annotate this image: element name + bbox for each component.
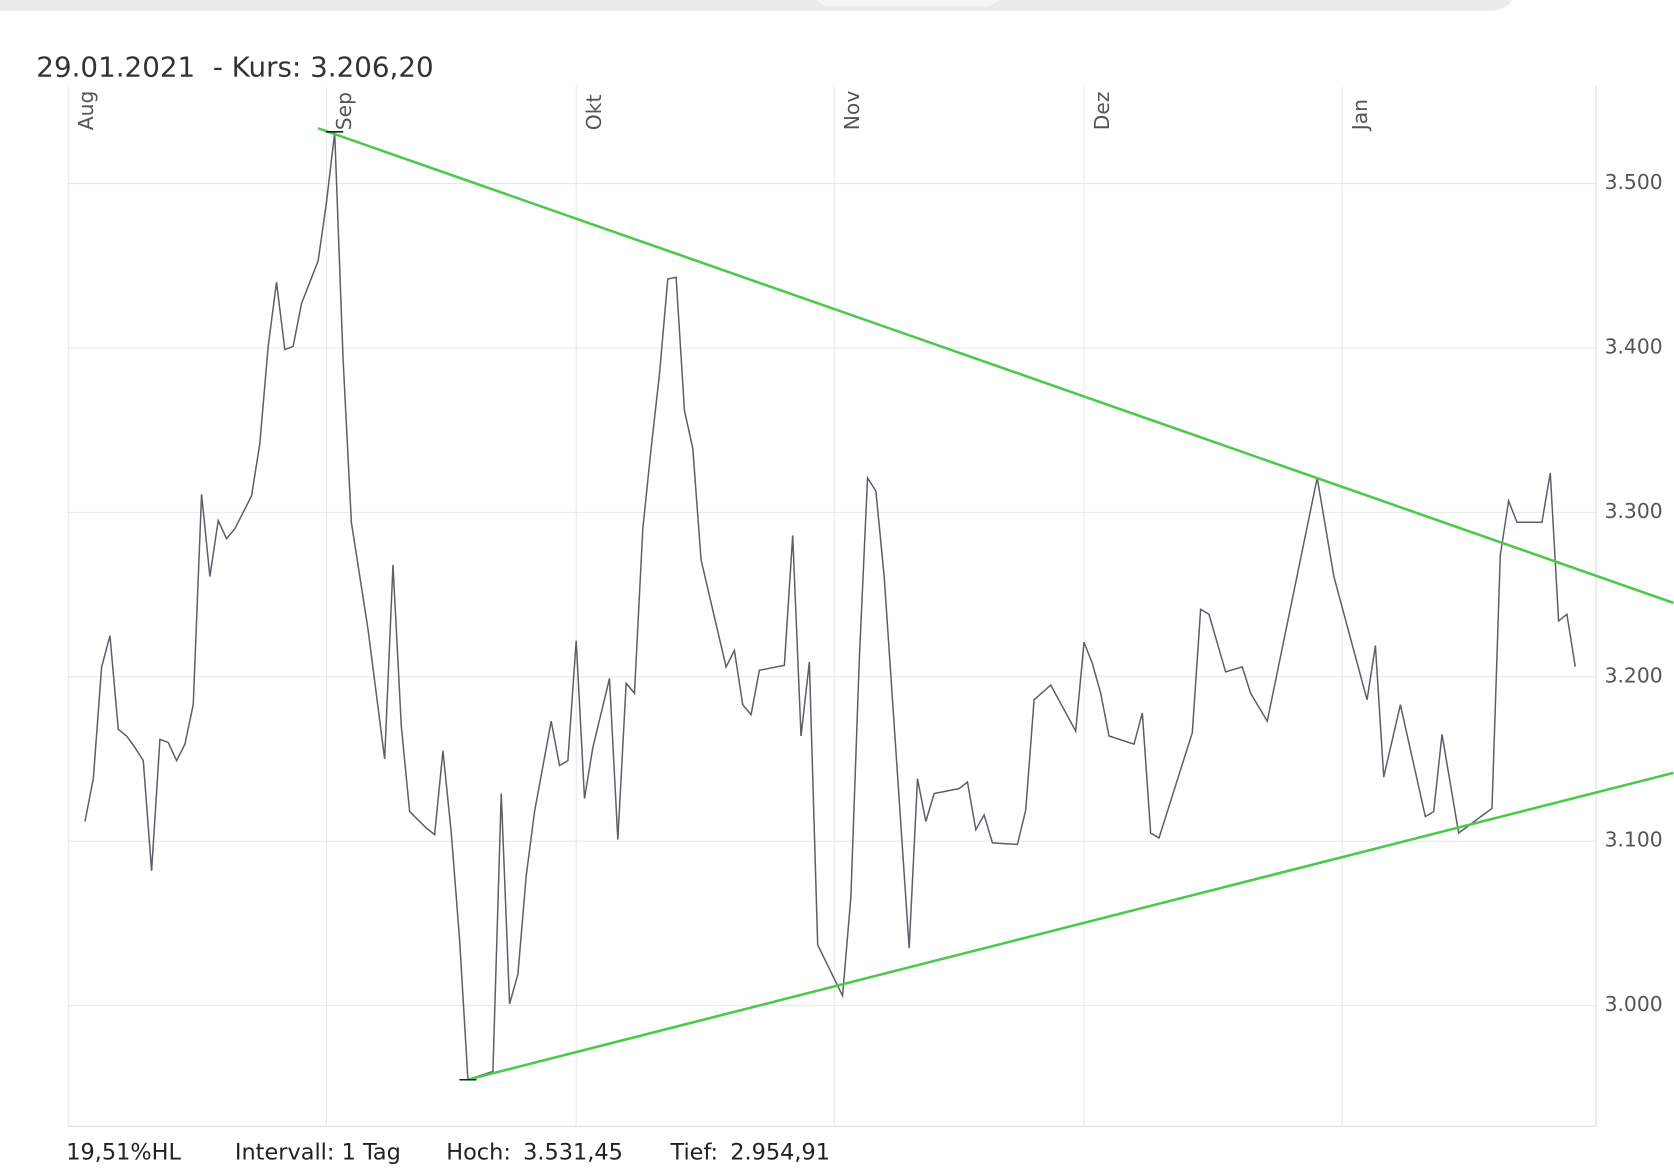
y-tick-label: 3.000 <box>1605 992 1663 1016</box>
y-tick-label: 3.100 <box>1605 828 1663 852</box>
trend-line <box>467 771 1674 1081</box>
chart-title: 29.01.2021 - Kurs: 3.206,20 <box>36 50 433 83</box>
top-bar-tab <box>816 0 999 7</box>
x-tick-label: Dez <box>1090 92 1114 131</box>
x-tick-label: Jan <box>1348 99 1372 132</box>
high-value: 3.531,45 <box>523 1139 623 1165</box>
low-label: Tief: <box>669 1139 718 1165</box>
x-tick-label: Okt <box>582 95 606 131</box>
top-bar <box>0 0 1513 11</box>
x-tick-label: Sep <box>332 92 356 130</box>
y-tick-label: 3.300 <box>1605 499 1663 523</box>
trend-line <box>317 127 1674 605</box>
interval-label: Intervall: 1 Tag <box>235 1139 401 1165</box>
x-tick-label: Aug <box>74 91 98 131</box>
y-tick-label: 3.200 <box>1605 663 1663 687</box>
low-value: 2.954,91 <box>730 1139 830 1165</box>
price-line <box>84 132 1576 1081</box>
y-tick-label: 3.500 <box>1605 170 1663 194</box>
x-tick-label: Nov <box>840 91 864 131</box>
high-label: Hoch: <box>446 1139 511 1165</box>
range-label: 19,51%HL <box>66 1139 181 1165</box>
y-tick-label: 3.400 <box>1605 334 1663 358</box>
